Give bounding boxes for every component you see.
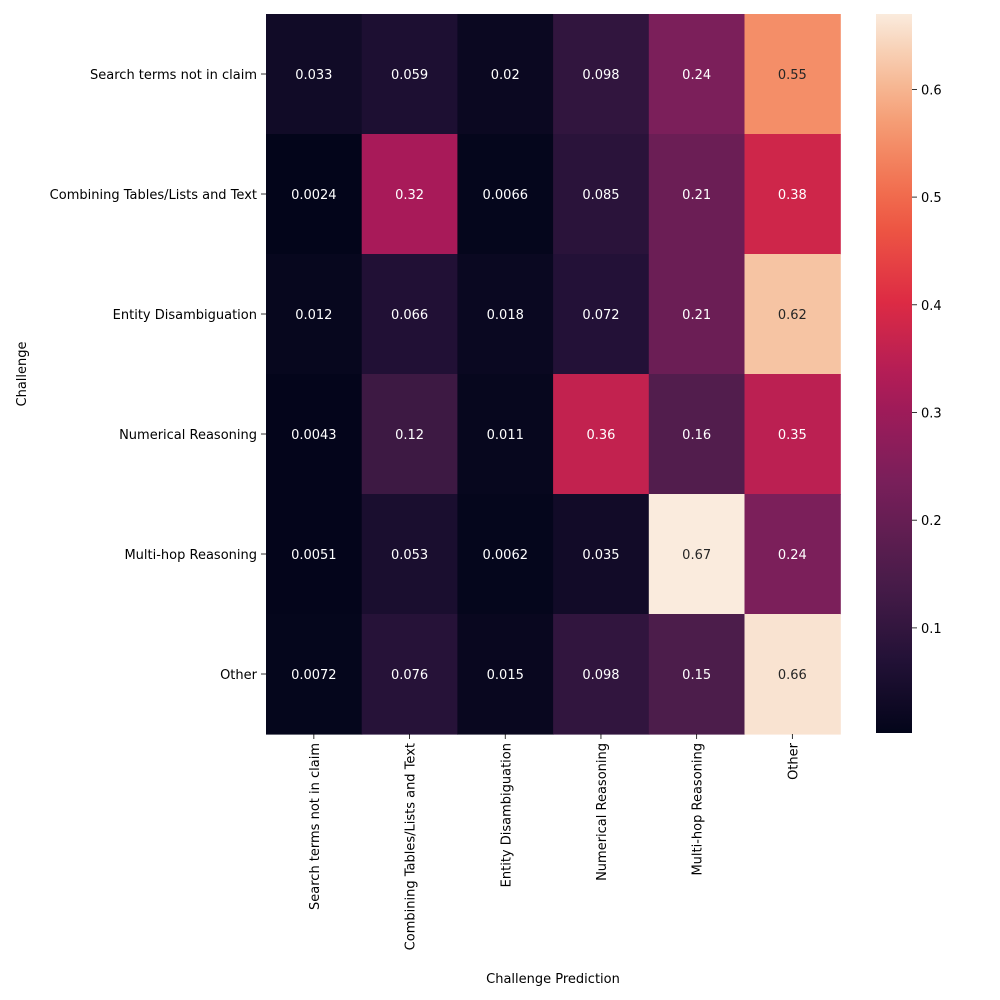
heatmap-cell	[648, 374, 746, 495]
y-tick-label: Search terms not in claim	[90, 68, 257, 83]
colorbar-gradient	[876, 14, 912, 733]
x-axis-label: Challenge Prediction	[486, 972, 620, 987]
cell-value-label: 0.21	[682, 188, 711, 203]
y-tick-label: Combining Tables/Lists and Text	[50, 188, 257, 203]
heatmap-cell	[361, 134, 458, 255]
cell-value-label: 0.02	[491, 68, 520, 83]
heatmap-cell	[457, 614, 554, 735]
cell-value-label: 0.085	[582, 188, 619, 203]
colorbar: 0.1 0.2 0.3 0.4 0.5 0.6	[876, 14, 942, 733]
cell-value-label: 0.67	[682, 548, 711, 563]
heatmap-cell	[648, 14, 746, 135]
colorbar-tick-label: 0.2	[921, 514, 942, 529]
colorbar-tick-label: 0.3	[921, 406, 942, 421]
heatmap-cell	[361, 254, 458, 375]
heatmap-cell	[457, 374, 554, 495]
cell-value-label: 0.035	[582, 548, 619, 563]
heatmap-cell	[361, 494, 458, 615]
colorbar-tick-label: 0.6	[921, 83, 942, 98]
cell-value-label: 0.0066	[483, 188, 529, 203]
heatmap-cell	[266, 14, 363, 135]
y-tick-label: Entity Disambiguation	[113, 308, 257, 323]
cell-value-label: 0.015	[487, 668, 524, 683]
heatmap-cell	[457, 14, 554, 135]
heatmap-cell	[361, 374, 458, 495]
heatmap-cell	[266, 614, 363, 735]
heatmap-cell	[457, 134, 554, 255]
heatmap-cell	[266, 494, 363, 615]
heatmap-cell	[553, 254, 650, 375]
y-tick-label: Other	[220, 668, 258, 683]
y-axis-ticks: Search terms not in claim Combining Table…	[50, 68, 266, 683]
heatmap-cell	[744, 14, 841, 135]
cell-value-label: 0.55	[778, 68, 807, 83]
y-axis-label: Challenge	[15, 342, 30, 407]
heatmap-cell	[648, 254, 746, 375]
cell-value-label: 0.011	[487, 428, 524, 443]
cell-value-label: 0.012	[295, 308, 332, 323]
cell-value-label: 0.62	[778, 308, 807, 323]
heatmap-cell	[553, 614, 650, 735]
cell-value-label: 0.66	[778, 668, 807, 683]
cell-value-label: 0.033	[295, 68, 332, 83]
cell-value-label: 0.35	[778, 428, 807, 443]
x-tick-label: Entity Disambiguation	[499, 743, 514, 887]
cell-value-label: 0.21	[682, 308, 711, 323]
cell-value-label: 0.076	[391, 668, 428, 683]
colorbar-tick-label: 0.5	[921, 191, 942, 206]
cell-value-label: 0.38	[778, 188, 807, 203]
heatmap-cell	[744, 134, 841, 255]
heatmap-cell	[361, 614, 458, 735]
cell-value-label: 0.24	[682, 68, 711, 83]
heatmap-cell	[457, 254, 554, 375]
heatmap-cell	[648, 614, 746, 735]
heatmap-cell	[457, 494, 554, 615]
heatmap-cell	[553, 134, 650, 255]
heatmap-cell	[744, 614, 841, 735]
cell-value-label: 0.072	[582, 308, 619, 323]
cell-value-label: 0.018	[487, 308, 524, 323]
cell-value-label: 0.0043	[291, 428, 337, 443]
x-tick-label: Search terms not in claim	[308, 743, 323, 910]
heatmap-cell	[744, 254, 841, 375]
heatmap-cell	[553, 14, 650, 135]
heatmap-cell	[744, 374, 841, 495]
colorbar-tick-label: 0.1	[921, 622, 942, 637]
cell-value-label: 0.0062	[483, 548, 529, 563]
cell-value-label: 0.12	[395, 428, 424, 443]
cell-value-label: 0.059	[391, 68, 428, 83]
cell-value-label: 0.0051	[291, 548, 337, 563]
cell-value-label: 0.36	[586, 428, 615, 443]
x-tick-label: Numerical Reasoning	[595, 743, 610, 881]
x-axis-ticks: Search terms not in claim Combining Table…	[308, 734, 801, 950]
cell-value-label: 0.32	[395, 188, 424, 203]
heatmap-cell-labels: 0.033 0.059 0.02 0.098 0.24 0.55 0.0024 0.32 0.0…	[291, 68, 807, 683]
cell-value-label: 0.0024	[291, 188, 337, 203]
cell-value-label: 0.0072	[291, 668, 337, 683]
heatmap-cell	[744, 494, 841, 615]
heatmap-cell	[266, 254, 363, 375]
heatmap-cell	[553, 494, 650, 615]
y-tick-label: Multi-hop Reasoning	[124, 548, 257, 563]
heatmap-cell	[266, 374, 363, 495]
cell-value-label: 0.24	[778, 548, 807, 563]
heatmap-cell	[361, 14, 458, 135]
cell-value-label: 0.098	[582, 68, 619, 83]
cell-value-label: 0.16	[682, 428, 711, 443]
cell-value-label: 0.053	[391, 548, 428, 563]
heatmap-cells	[266, 14, 841, 735]
heatmap-cell	[648, 494, 746, 615]
x-tick-label: Other	[786, 742, 801, 780]
x-tick-label: Multi-hop Reasoning	[691, 743, 706, 876]
heatmap-cell	[648, 134, 746, 255]
cell-value-label: 0.098	[582, 668, 619, 683]
y-tick-label: Numerical Reasoning	[119, 428, 257, 443]
cell-value-label: 0.15	[682, 668, 711, 683]
colorbar-tick-label: 0.4	[921, 299, 942, 314]
heatmap-cell	[266, 134, 363, 255]
cell-value-label: 0.066	[391, 308, 428, 323]
heatmap-cell	[553, 374, 650, 495]
x-tick-label: Combining Tables/Lists and Text	[404, 743, 419, 950]
